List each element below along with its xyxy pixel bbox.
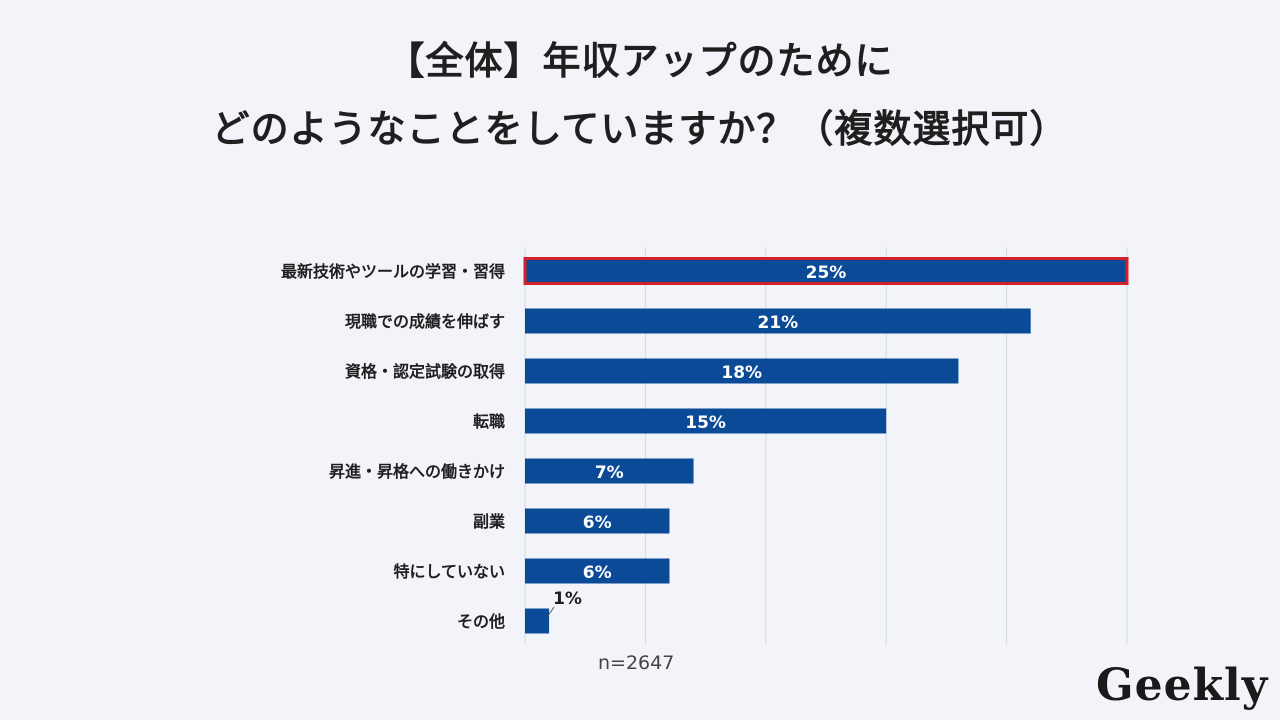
geekly-logo: Geekly [1096,660,1269,711]
category-label-4: 昇進・昇格への働きかけ [329,462,505,481]
category-label-5: 副業 [473,512,506,531]
value-label-7: 1% [553,589,582,609]
category-label-0: 最新技術やツールの学習・習得 [281,262,505,281]
bar-3 [525,408,887,434]
value-leader-7 [546,606,555,618]
value-label-5: 6% [583,513,612,533]
category-label-3: 転職 [473,412,505,431]
bar-2 [525,358,959,384]
category-label-1: 現職での成績を伸ばす [345,312,505,331]
value-label-3: 15% [685,413,726,433]
bar-5 [525,508,670,534]
chart-title-line-1: 【全体】年収アップのために [386,39,894,83]
bar-7 [525,608,550,634]
bar-1 [525,308,1031,334]
bar-4 [525,458,694,484]
bar-0 [523,257,1129,285]
category-label-7: その他 [457,612,505,631]
chart-title-line-2: どのようなことをしていますか？（複数選択可） [211,107,1069,151]
category-label-2: 資格・認定試験の取得 [345,362,505,381]
sample-size-label: n=2647 [598,652,675,674]
value-label-0: 25% [806,263,847,283]
value-label-2: 18% [721,363,762,383]
value-label-1: 21% [757,313,798,333]
value-label-4: 7% [595,463,624,483]
bar-6 [525,558,670,584]
category-label-6: 特にしていない [393,562,505,581]
value-label-6: 6% [583,563,612,583]
